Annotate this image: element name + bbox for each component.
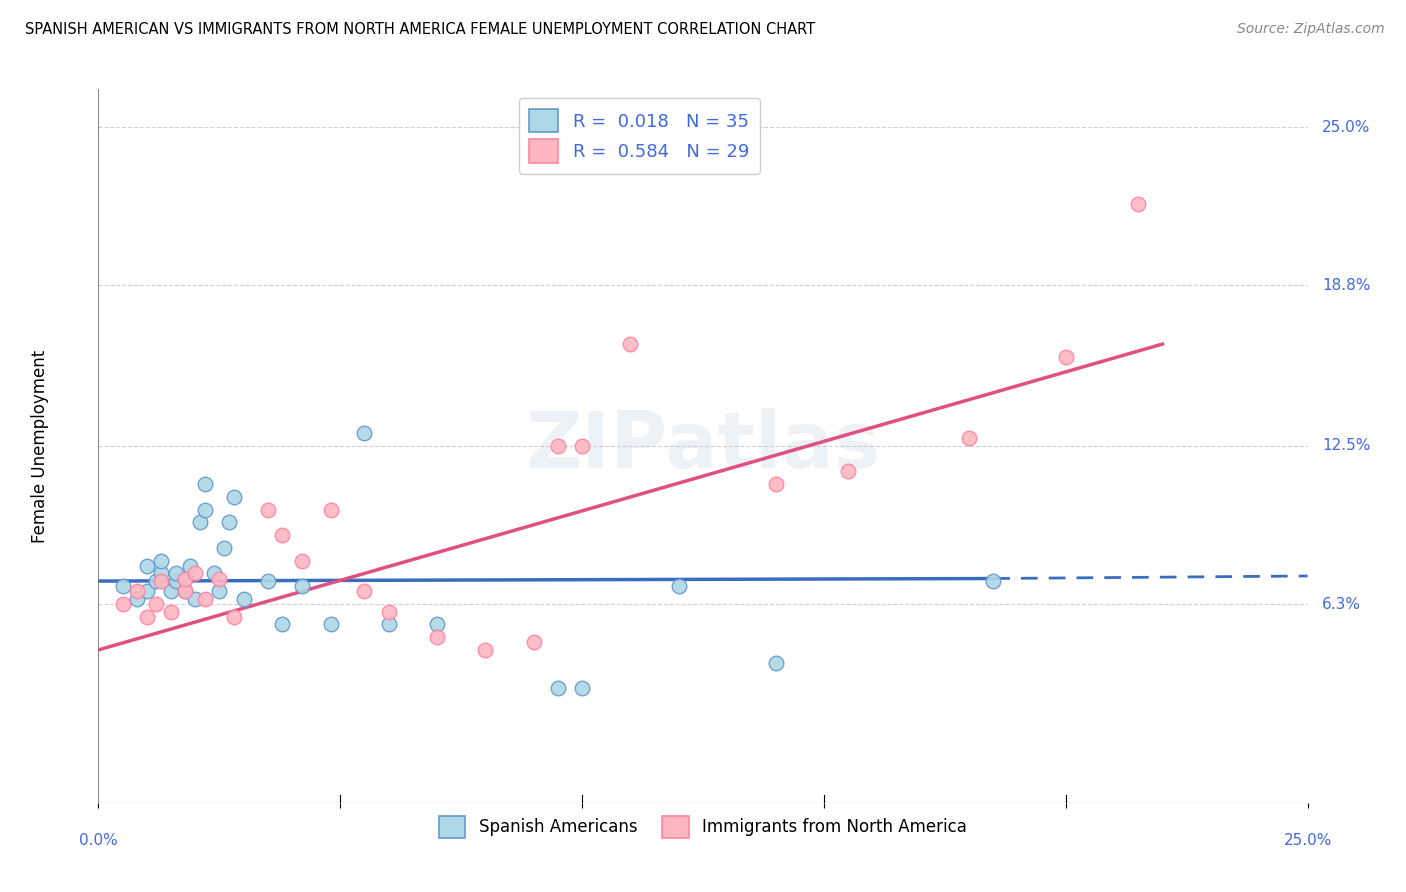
Point <box>135 584 157 599</box>
Point <box>194 502 217 516</box>
Point <box>135 558 157 573</box>
Point <box>127 584 149 599</box>
Text: 25.0%: 25.0% <box>1284 833 1331 848</box>
Point <box>547 681 569 695</box>
Point <box>188 516 211 530</box>
Point <box>184 566 207 581</box>
Point <box>165 566 187 581</box>
Point <box>290 579 312 593</box>
Point <box>218 516 240 530</box>
Point <box>179 558 201 573</box>
Point <box>523 635 546 649</box>
Point <box>765 477 787 491</box>
Point <box>271 617 294 632</box>
Point <box>981 574 1004 588</box>
Text: 25.0%: 25.0% <box>1322 120 1371 135</box>
Point <box>571 439 593 453</box>
Point <box>256 574 278 588</box>
Point <box>174 572 197 586</box>
Point <box>426 617 449 632</box>
Point <box>127 591 149 606</box>
Point <box>174 584 197 599</box>
Point <box>150 574 173 588</box>
Point <box>111 579 134 593</box>
Point <box>194 591 217 606</box>
Point <box>619 337 641 351</box>
Text: SPANISH AMERICAN VS IMMIGRANTS FROM NORTH AMERICA FEMALE UNEMPLOYMENT CORRELATIO: SPANISH AMERICAN VS IMMIGRANTS FROM NORT… <box>25 22 815 37</box>
Point <box>222 609 245 624</box>
Point <box>150 554 173 568</box>
Point <box>135 609 157 624</box>
Point <box>212 541 235 555</box>
Point <box>174 584 197 599</box>
Text: 12.5%: 12.5% <box>1322 439 1371 453</box>
Point <box>837 465 859 479</box>
Point <box>957 431 980 445</box>
Text: Female Unemployment: Female Unemployment <box>31 350 49 542</box>
Point <box>319 502 342 516</box>
Point <box>377 605 399 619</box>
Point <box>111 597 134 611</box>
Point <box>165 574 187 588</box>
Point <box>1054 350 1077 364</box>
Point <box>290 554 312 568</box>
Point <box>174 572 197 586</box>
Point <box>353 426 375 441</box>
Point <box>353 584 375 599</box>
Point <box>256 502 278 516</box>
Text: Source: ZipAtlas.com: Source: ZipAtlas.com <box>1237 22 1385 37</box>
Point <box>668 579 690 593</box>
Point <box>160 605 183 619</box>
Text: 6.3%: 6.3% <box>1322 597 1361 612</box>
Point <box>426 630 449 644</box>
Legend: Spanish Americans, Immigrants from North America: Spanish Americans, Immigrants from North… <box>430 808 976 846</box>
Point <box>1128 197 1150 211</box>
Text: 0.0%: 0.0% <box>79 833 118 848</box>
Point <box>319 617 342 632</box>
Point <box>184 591 207 606</box>
Point <box>194 477 217 491</box>
Point <box>571 681 593 695</box>
Text: ZIPatlas: ZIPatlas <box>526 408 880 484</box>
Point <box>160 584 183 599</box>
Point <box>208 584 231 599</box>
Point <box>377 617 399 632</box>
Point <box>204 566 226 581</box>
Text: 18.8%: 18.8% <box>1322 278 1371 293</box>
Point <box>222 490 245 504</box>
Point <box>145 574 167 588</box>
Point <box>145 597 167 611</box>
Point <box>765 656 787 670</box>
Point <box>474 643 496 657</box>
Point <box>150 566 173 581</box>
Point <box>232 591 254 606</box>
Point <box>271 528 294 542</box>
Point <box>547 439 569 453</box>
Point <box>208 572 231 586</box>
